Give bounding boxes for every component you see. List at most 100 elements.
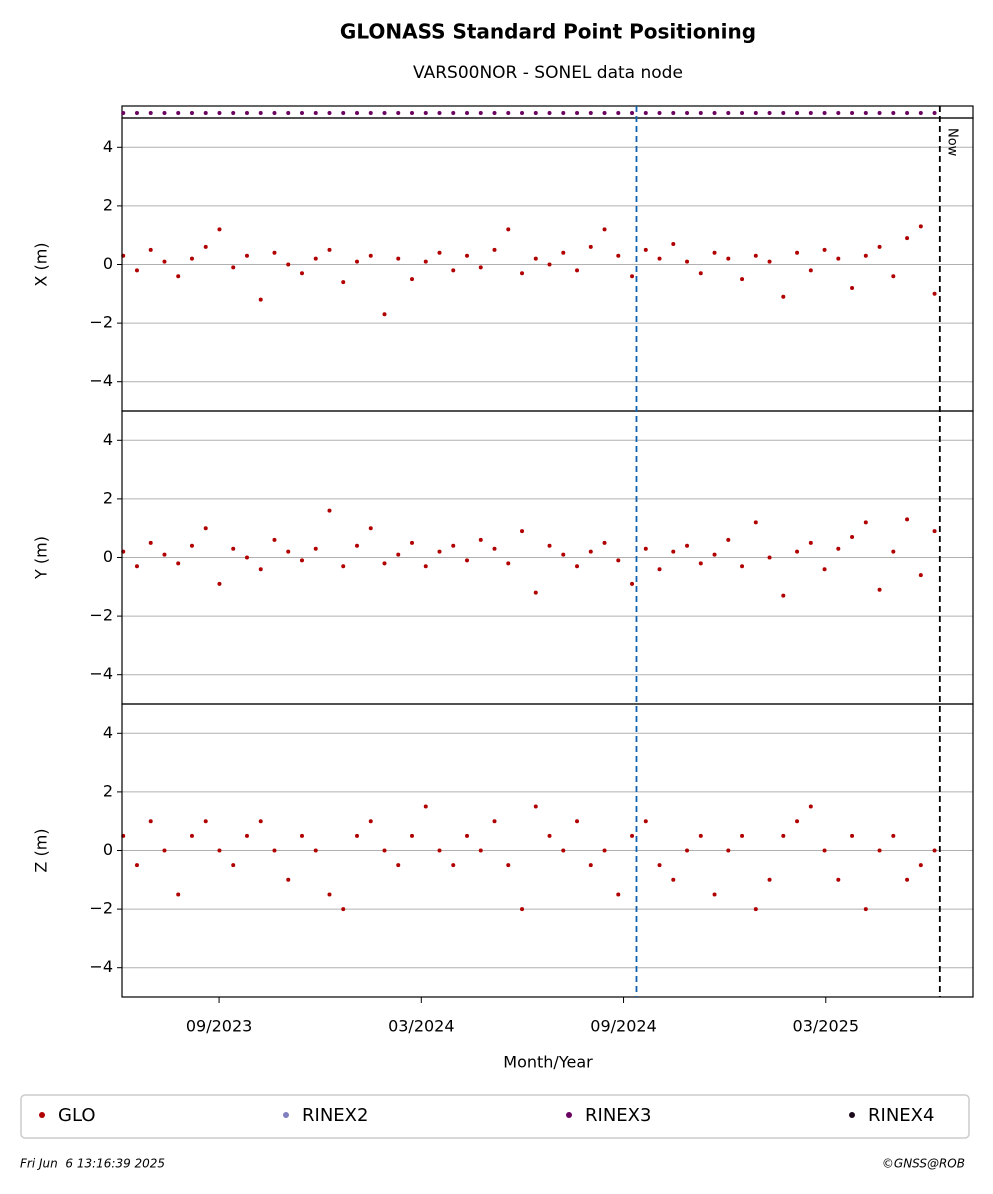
data-point — [382, 312, 387, 317]
data-point — [740, 833, 745, 838]
data-point — [410, 833, 415, 838]
legend-box — [20, 1094, 970, 1139]
availability-point — [465, 111, 470, 115]
data-point — [382, 561, 387, 566]
data-point — [850, 285, 855, 290]
legend-marker — [283, 1112, 289, 1118]
data-point — [162, 848, 167, 853]
data-point — [231, 546, 236, 551]
y-tick-label: −4 — [89, 664, 113, 683]
data-point — [630, 274, 635, 279]
panel-frame — [121, 703, 974, 998]
availability-point — [231, 111, 236, 115]
data-point — [753, 253, 758, 258]
data-point — [698, 833, 703, 838]
availability-point — [850, 111, 855, 115]
data-point — [657, 256, 662, 261]
data-point — [313, 546, 318, 551]
data-point — [520, 529, 525, 534]
data-point — [244, 253, 249, 258]
data-point — [753, 907, 758, 912]
availability-point — [176, 111, 181, 115]
availability-point — [891, 111, 896, 115]
availability-point — [396, 111, 401, 115]
availability-point — [561, 111, 566, 115]
availability-point — [382, 111, 387, 115]
data-point — [217, 581, 222, 586]
data-point — [822, 848, 827, 853]
legend-label: GLO — [58, 1105, 96, 1126]
data-point — [478, 848, 483, 853]
availability-point — [354, 111, 359, 115]
data-point — [341, 907, 346, 912]
data-point — [918, 863, 923, 868]
data-point — [189, 256, 194, 261]
data-point — [341, 564, 346, 569]
data-point — [712, 250, 717, 255]
data-point — [561, 552, 566, 557]
data-point — [533, 590, 538, 595]
y-tick-label: 0 — [103, 547, 113, 566]
data-point — [643, 247, 648, 252]
availability-point — [575, 111, 580, 115]
y-tick-label: 0 — [103, 254, 113, 273]
data-point — [299, 271, 304, 276]
data-point — [781, 593, 786, 598]
data-point — [368, 819, 373, 824]
y-axis-label: Z (m) — [32, 828, 51, 872]
availability-point — [685, 111, 690, 115]
data-point — [657, 567, 662, 572]
availability-point — [932, 111, 937, 115]
availability-strip — [121, 105, 974, 119]
data-point — [588, 863, 593, 868]
x-tick-label: 09/2024 — [590, 1017, 656, 1036]
availability-point — [533, 111, 538, 115]
data-point — [671, 241, 676, 246]
y-tick-label: −2 — [89, 606, 113, 625]
copyright: ©GNSS@ROB — [882, 1157, 965, 1171]
availability-point — [616, 111, 621, 115]
y-tick-label: −2 — [89, 313, 113, 332]
data-point — [726, 848, 731, 853]
data-point — [630, 833, 635, 838]
data-point — [492, 819, 497, 824]
data-point — [354, 833, 359, 838]
availability-point — [492, 111, 497, 115]
data-point — [891, 833, 896, 838]
data-point — [410, 277, 415, 282]
data-point — [891, 549, 896, 554]
data-point — [643, 546, 648, 551]
y-tick-label: −4 — [89, 957, 113, 976]
availability-point — [712, 111, 717, 115]
data-point — [354, 543, 359, 548]
data-point — [932, 291, 937, 296]
data-point — [176, 274, 181, 279]
data-point — [258, 819, 263, 824]
availability-point — [630, 111, 635, 115]
legend-marker — [566, 1112, 572, 1118]
data-point — [286, 877, 291, 882]
availability-point — [272, 111, 277, 115]
data-point — [506, 561, 511, 566]
data-point — [808, 268, 813, 273]
availability-point — [258, 111, 263, 115]
data-point — [286, 262, 291, 267]
availability-point — [286, 111, 291, 115]
data-point — [740, 277, 745, 282]
data-point — [423, 804, 428, 809]
data-point — [176, 561, 181, 566]
data-point — [231, 265, 236, 270]
data-point — [327, 892, 332, 897]
data-point — [203, 526, 208, 531]
data-point — [795, 549, 800, 554]
chart-title: GLONASS Standard Point Positioning — [340, 20, 756, 44]
data-point — [905, 236, 910, 241]
data-point — [575, 564, 580, 569]
data-point — [396, 863, 401, 868]
data-point — [616, 892, 621, 897]
data-point — [685, 543, 690, 548]
availability-point — [657, 111, 662, 115]
availability-point — [327, 111, 332, 115]
x-tick-label: 09/2023 — [186, 1017, 252, 1036]
availability-point — [451, 111, 456, 115]
